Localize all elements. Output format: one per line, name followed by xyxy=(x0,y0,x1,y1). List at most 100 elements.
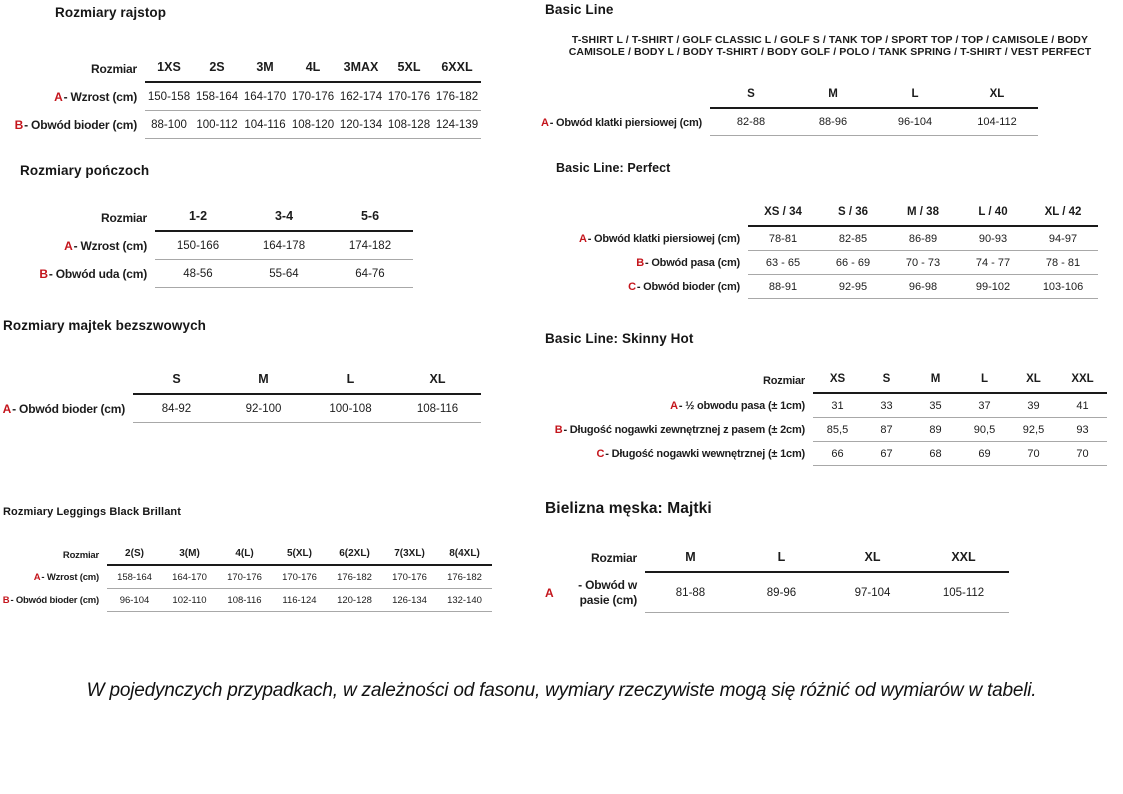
column-header-xl: XL xyxy=(1009,365,1058,394)
cell-value: 170-176 xyxy=(217,566,272,589)
table-header-row: Rozmiar M L XL XXL xyxy=(545,542,1009,573)
cell-value: 35 xyxy=(911,394,960,418)
column-header-2-s-: 2(S) xyxy=(107,541,162,566)
column-header-8-4xl-: 8(4XL) xyxy=(437,541,492,566)
row-label: A - ½ obwodu pasa (± 1cm) xyxy=(670,400,805,412)
cell-value: 108-120 xyxy=(289,111,337,139)
size-table-skinny-hot: Rozmiar XS S M L XL XXL A - ½ obwodu pasa (± 1c… xyxy=(545,365,1107,466)
table-row: A - Wzrost (cm) 150-166 164-178 174-182 xyxy=(35,232,413,260)
column-header-m: M xyxy=(645,542,736,573)
cell-value: 63 - 65 xyxy=(748,251,818,275)
cell-value: 88-100 xyxy=(145,111,193,139)
cell-value: 176-182 xyxy=(327,566,382,589)
row-label: B - Obwód bioder (cm) xyxy=(14,118,138,132)
table-corner-label: Rozmiar xyxy=(591,551,637,565)
table-row: C - Obwód bioder (cm) 88-91 92-95 96-98 99-1… xyxy=(545,275,1098,299)
cell-value: 41 xyxy=(1058,394,1107,418)
cell-value: 90-93 xyxy=(958,227,1028,251)
basic-line-product-list-line2: CAMISOLE / BODY L / BODY T-SHIRT / BODY … xyxy=(568,45,1092,58)
column-header-xl: XL xyxy=(827,542,918,573)
cell-value: 132-140 xyxy=(437,589,492,612)
column-header-m: M xyxy=(911,365,960,394)
cell-value: 82-85 xyxy=(818,227,888,251)
column-header-m-38: M / 38 xyxy=(888,198,958,227)
cell-value: 176-182 xyxy=(433,83,481,111)
cell-value: 64-76 xyxy=(327,260,413,288)
cell-value: 67 xyxy=(862,442,911,466)
row-letter: A xyxy=(670,400,678,412)
cell-value: 92,5 xyxy=(1009,418,1058,442)
cell-value: 104-116 xyxy=(241,111,289,139)
column-header-1-2: 1-2 xyxy=(155,201,241,232)
column-header-6xxl: 6XXL xyxy=(433,52,481,83)
cell-value: 82-88 xyxy=(710,109,792,136)
column-header-5-xl-: 5(XL) xyxy=(272,541,327,566)
table-header-row: Rozmiar 1XS 2S 3M 4L 3MAX 5XL 6XXL xyxy=(0,52,481,83)
cell-value: 96-104 xyxy=(874,109,956,136)
cell-value: 94-97 xyxy=(1028,227,1098,251)
table-row: B - Obwód uda (cm) 48-56 55-64 64-76 xyxy=(35,260,413,288)
table-header-row: Rozmiar XS S M L XL XXL xyxy=(545,365,1107,394)
row-letter: A xyxy=(578,233,587,245)
row-letter: B xyxy=(2,595,10,606)
table-row: A - ½ obwodu pasa (± 1cm) 31 33 35 37 39 41 xyxy=(545,394,1107,418)
cell-value: 96-104 xyxy=(107,589,162,612)
table-header-row: Rozmiar 2(S) 3(M) 4(L) 5(XL) 6(2XL) 7(3XL) 8(4X… xyxy=(3,541,492,566)
cell-value: 66 xyxy=(813,442,862,466)
cell-value: 84-92 xyxy=(133,395,220,423)
cell-value: 70 xyxy=(1009,442,1058,466)
cell-value: 170-176 xyxy=(385,83,433,111)
section-title-ponczochy: Rozmiary pończoch xyxy=(20,163,150,178)
column-header-s-36: S / 36 xyxy=(818,198,888,227)
cell-value: 39 xyxy=(1009,394,1058,418)
cell-value: 100-108 xyxy=(307,395,394,423)
row-letter: B xyxy=(636,257,644,269)
cell-value: 164-170 xyxy=(162,566,217,589)
column-header-l: L xyxy=(960,365,1009,394)
column-header-4-l-: 4(L) xyxy=(217,541,272,566)
cell-value: 69 xyxy=(960,442,1009,466)
column-header-xs-34: XS / 34 xyxy=(748,198,818,227)
column-header-m: M xyxy=(792,80,874,109)
table-corner-label xyxy=(545,80,710,109)
row-label: A - Obwód klatki piersiowej (cm) xyxy=(540,116,702,129)
column-header-xs: XS xyxy=(813,365,862,394)
row-label: C - Długość nogawki wewnętrznej (± 1cm) xyxy=(596,448,806,460)
table-corner-label: Rozmiar xyxy=(62,550,99,561)
cell-value: 92-100 xyxy=(220,395,307,423)
size-table-rajstop: Rozmiar 1XS 2S 3M 4L 3MAX 5XL 6XXL A - Wzrost (c… xyxy=(0,52,481,139)
column-header-xxl: XXL xyxy=(918,542,1009,573)
row-label: B - Obwód uda (cm) xyxy=(39,267,147,281)
cell-value: 86-89 xyxy=(888,227,958,251)
column-header-2s: 2S xyxy=(193,52,241,83)
table-header-row: Rozmiar 1-2 3-4 5-6 xyxy=(35,201,413,232)
cell-value: 124-139 xyxy=(433,111,481,139)
row-letter: B xyxy=(554,424,563,436)
table-corner-label xyxy=(0,364,133,395)
table-row: C - Długość nogawki wewnętrznej (± 1cm) 6… xyxy=(545,442,1107,466)
table-row: B - Długość nogawki zewnętrznej z pasem … xyxy=(545,418,1107,442)
cell-value: 120-134 xyxy=(337,111,385,139)
size-table-leggings: Rozmiar 2(S) 3(M) 4(L) 5(XL) 6(2XL) 7(3XL) 8(4X… xyxy=(3,541,492,612)
row-letter: A xyxy=(33,572,41,583)
cell-value: 66 - 69 xyxy=(818,251,888,275)
cell-value: 70 - 73 xyxy=(888,251,958,275)
cell-value: 164-170 xyxy=(241,83,289,111)
cell-value: 55-64 xyxy=(241,260,327,288)
table-row: A - Obwód klatki piersiowej (cm) 78-81 82-… xyxy=(545,227,1098,251)
basic-line-product-list: T-SHIRT L / T-SHIRT / GOLF CLASSIC L / G… xyxy=(545,34,1115,58)
column-header-3-m-: 3(M) xyxy=(162,541,217,566)
cell-value: 88-96 xyxy=(792,109,874,136)
section-title-skinny-hot: Basic Line: Skinny Hot xyxy=(545,331,694,346)
column-header-3m: 3M xyxy=(241,52,289,83)
cell-value: 97-104 xyxy=(827,573,918,613)
cell-value: 108-128 xyxy=(385,111,433,139)
cell-value: 88-91 xyxy=(748,275,818,299)
table-header-row: S M L XL xyxy=(545,80,1038,109)
size-table-basic-line: S M L XL A - Obwód klatki piersiowej (cm) 82-… xyxy=(540,80,1038,136)
row-label: B - Obwód pasa (cm) xyxy=(636,257,740,269)
cell-value: 68 xyxy=(911,442,960,466)
cell-value: 174-182 xyxy=(327,232,413,260)
table-header-row: XS / 34 S / 36 M / 38 L / 40 XL / 42 xyxy=(545,198,1098,227)
section-title-bielizna-meska: Bielizna męska: Majtki xyxy=(545,500,712,517)
